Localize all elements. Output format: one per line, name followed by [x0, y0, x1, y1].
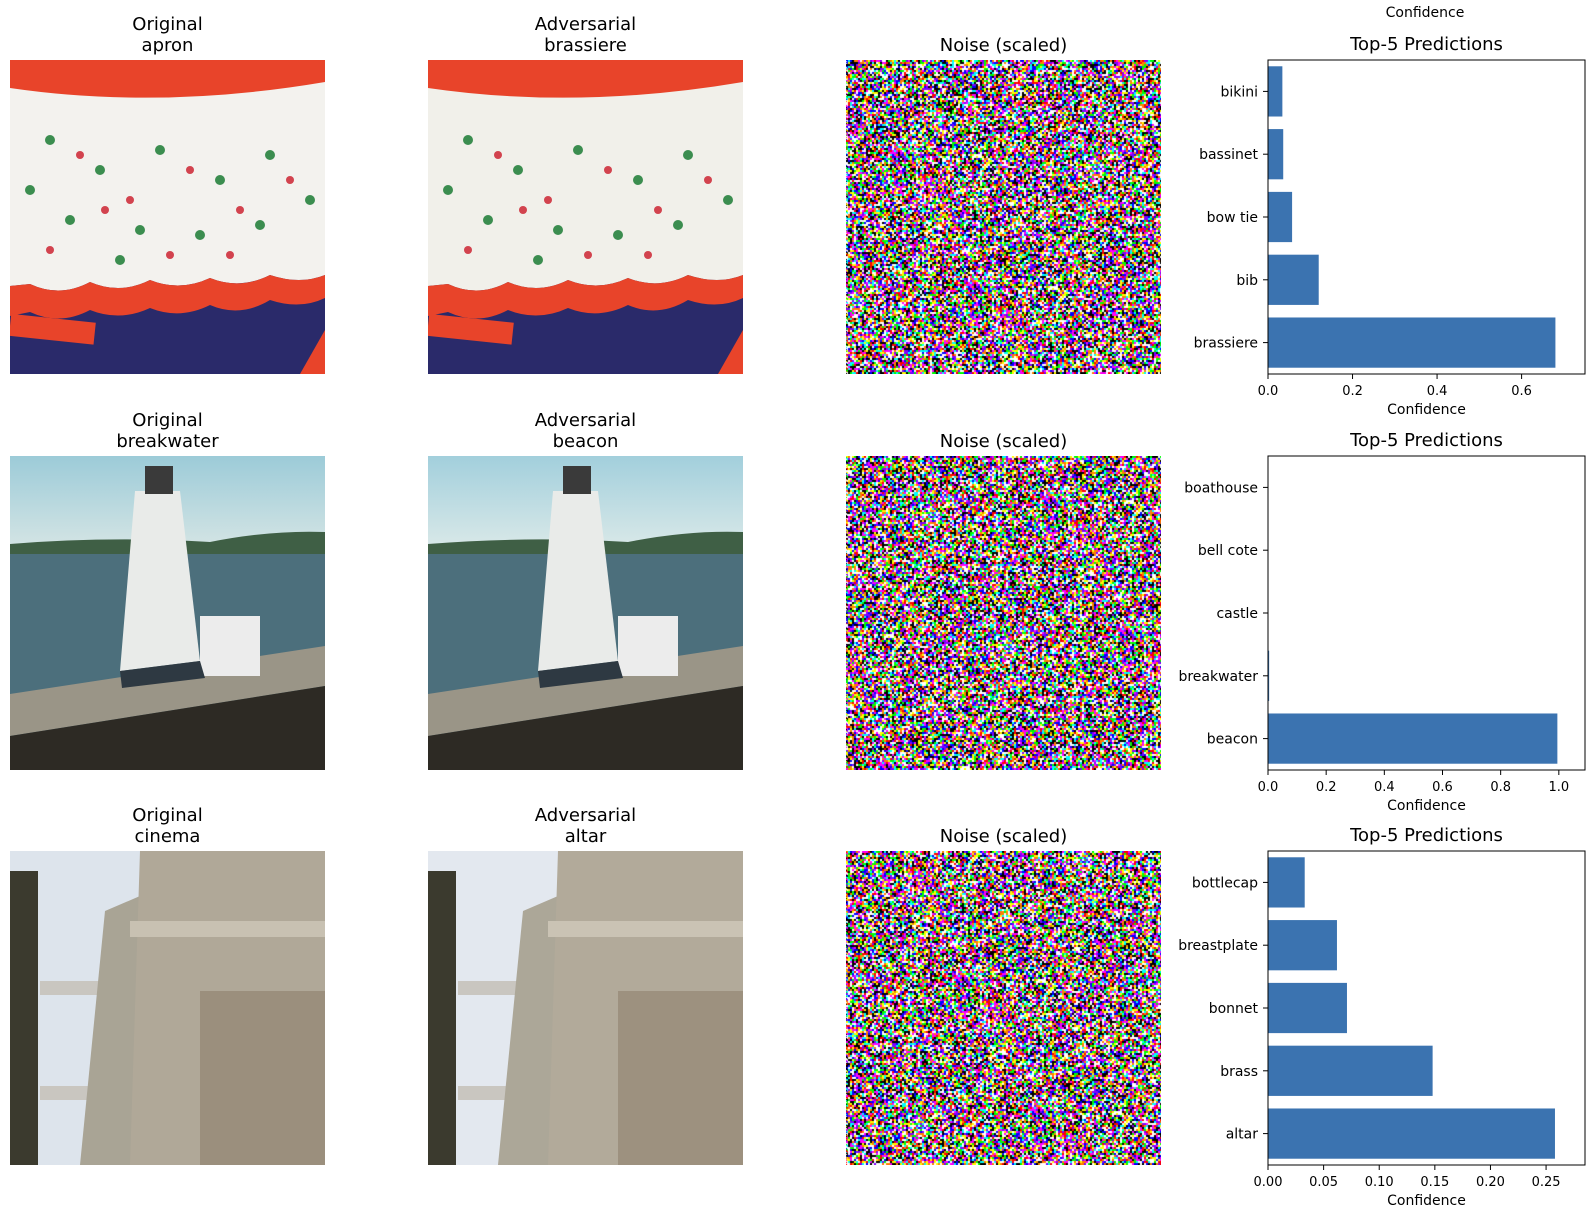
x-axis-label: Confidence [1387, 402, 1466, 418]
xtick-label: 0.2 [1342, 384, 1363, 399]
xtick-label: 0.25 [1532, 1175, 1561, 1190]
xtick-label: 0.00 [1254, 1175, 1283, 1190]
xtick-label: 0.05 [1309, 1175, 1338, 1190]
partial-previous-axis: Confidence [1265, 0, 1585, 24]
xtick-label: 0.0 [1258, 384, 1279, 399]
bar-bow-tie [1268, 191, 1293, 243]
noise-title: Noise (scaled) [939, 431, 1068, 452]
bar-bonnet [1268, 982, 1347, 1034]
bar-breastplate [1268, 920, 1337, 971]
chart-title: Top-5 Predictions [1349, 825, 1503, 846]
axes-frame [1267, 59, 1586, 375]
ytick-label: bottlecap [1192, 875, 1258, 891]
original-title: Original apron [132, 14, 203, 56]
xtick-label: 0.0 [1258, 780, 1279, 795]
ytick-label: bonnet [1209, 1001, 1259, 1017]
axes-frame [1267, 455, 1586, 771]
noise-image [846, 851, 1161, 1165]
axes-frame [1267, 850, 1586, 1166]
adversarial-image-brassiere [428, 60, 743, 374]
adversarial-title: Adversarial altar [534, 805, 637, 847]
bar-altar [1268, 1108, 1555, 1159]
original-image-breakwater [10, 456, 325, 770]
partial-xlabel: Confidence [1385, 5, 1465, 21]
ytick-label: breakwater [1178, 669, 1258, 685]
ytick-label: brassiere [1194, 336, 1258, 352]
xtick-label: 0.2 [1316, 780, 1337, 795]
xtick-label: 0.6 [1432, 780, 1453, 795]
adversarial-title: Adversarial brassiere [534, 14, 637, 56]
ytick-label: bib [1236, 273, 1258, 289]
noise-image [846, 456, 1161, 770]
original-title: Original breakwater [116, 410, 219, 452]
original-title: Original cinema [132, 805, 203, 847]
ytick-label: breastplate [1178, 938, 1258, 954]
ytick-label: bell cote [1198, 543, 1258, 559]
bar-bassinet [1268, 129, 1284, 180]
ytick-label: castle [1216, 606, 1258, 622]
xtick-label: 0.10 [1365, 1175, 1394, 1190]
xtick-label: 0.20 [1476, 1175, 1505, 1190]
bar-breakwater [1268, 650, 1270, 701]
x-axis-label: Confidence [1387, 1193, 1466, 1208]
ytick-label: bassinet [1199, 147, 1258, 163]
original-image-apron [10, 60, 325, 374]
adversarial-title: Adversarial beacon [534, 410, 637, 452]
ytick-label: brass [1220, 1064, 1258, 1080]
noise-title: Noise (scaled) [939, 826, 1068, 847]
ytick-label: bow tie [1207, 210, 1258, 226]
ytick-label: beacon [1207, 732, 1258, 748]
xtick-label: 1.0 [1548, 780, 1569, 795]
chart-title: Top-5 Predictions [1349, 430, 1503, 451]
xtick-label: 0.8 [1490, 780, 1511, 795]
bar-brass [1268, 1045, 1433, 1096]
adversarial-image-beacon [428, 456, 743, 770]
bar-bib [1268, 254, 1319, 305]
xtick-label: 0.6 [1511, 384, 1532, 399]
chart-title: Top-5 Predictions [1349, 34, 1503, 55]
bar-beacon [1268, 713, 1558, 764]
adversarial-image-altar [428, 851, 743, 1165]
ytick-label: bikini [1220, 84, 1258, 100]
xtick-label: 0.15 [1420, 1175, 1449, 1190]
xtick-label: 0.4 [1374, 780, 1395, 795]
bar-bottlecap [1268, 857, 1305, 908]
x-axis-label: Confidence [1387, 798, 1466, 814]
noise-image [846, 60, 1161, 374]
ytick-label: altar [1226, 1127, 1259, 1143]
bar-brassiere [1268, 317, 1556, 368]
ytick-label: boathouse [1184, 480, 1258, 496]
noise-title: Noise (scaled) [939, 35, 1068, 56]
bar-bikini [1268, 66, 1283, 117]
original-image-cinema [10, 851, 325, 1165]
xtick-label: 0.4 [1427, 384, 1448, 399]
